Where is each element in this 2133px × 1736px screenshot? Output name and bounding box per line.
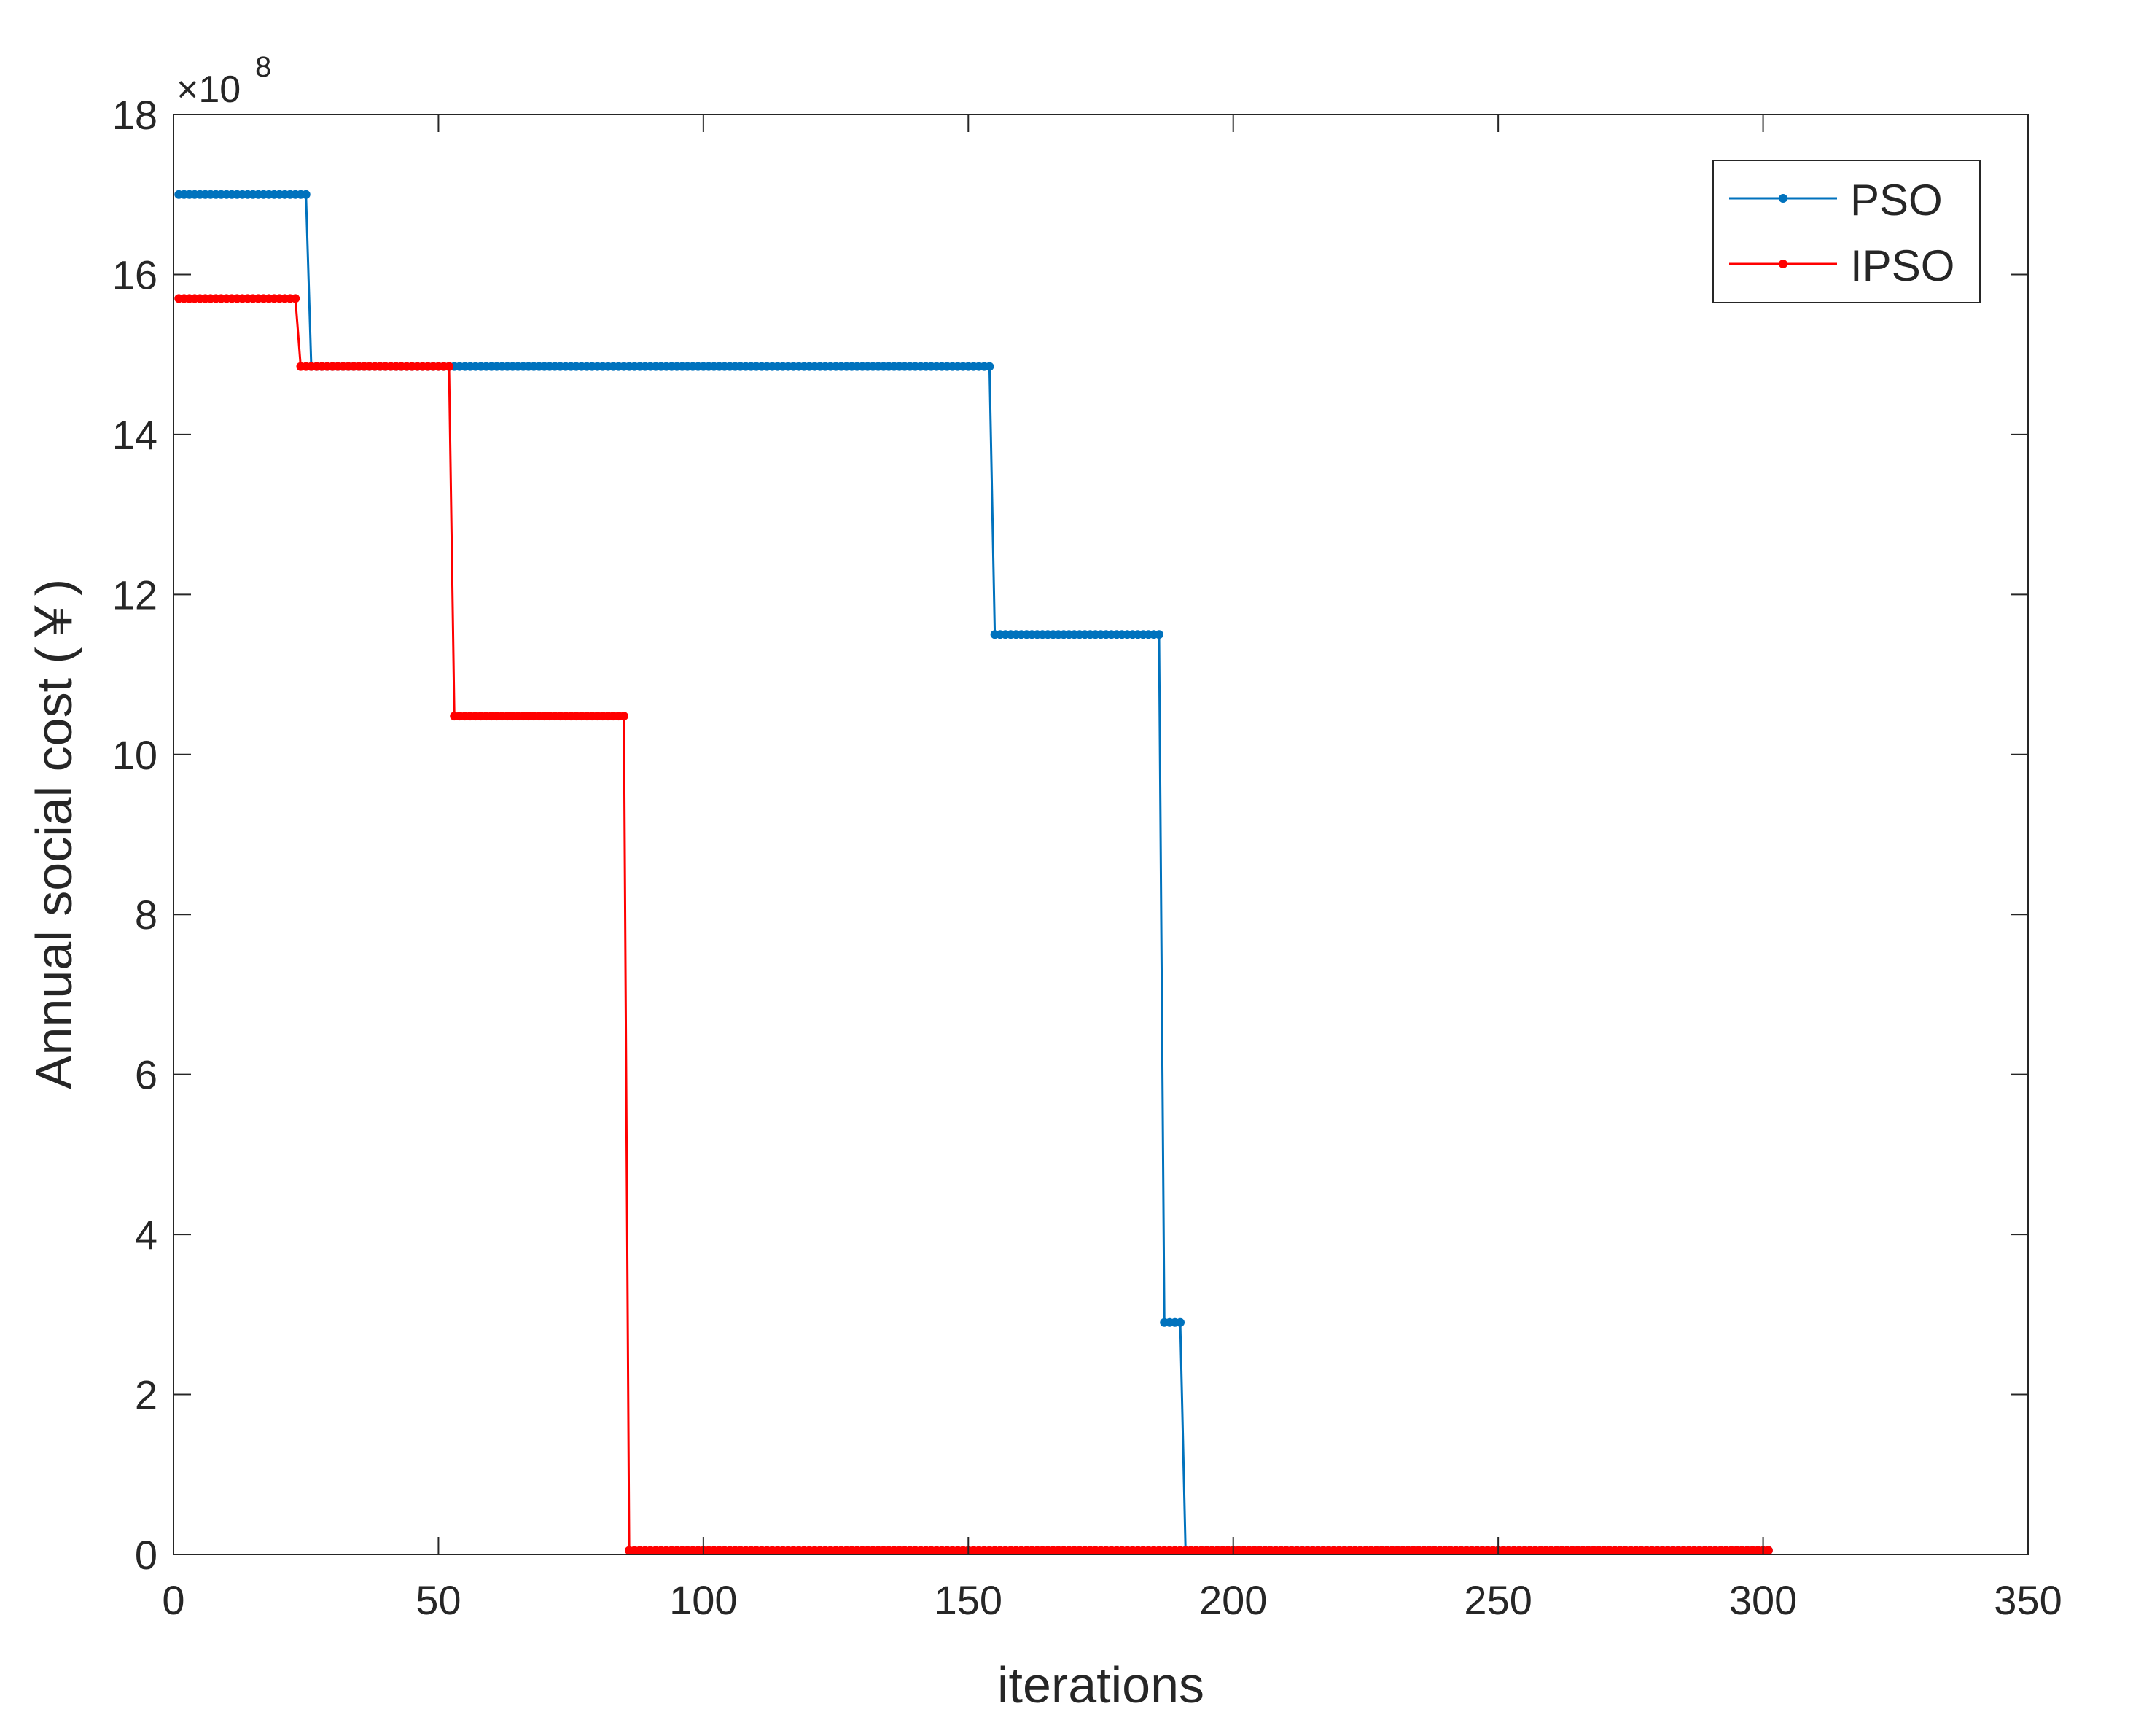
x-tick-label: 0 [162,1577,184,1623]
data-point-ipso [619,712,628,721]
y-tick-label: 10 [112,732,157,778]
x-axis-label: iterations [997,1657,1204,1713]
data-point-pso [301,190,311,199]
y-tick-label: 14 [112,412,157,458]
data-point-ipso [291,294,300,303]
y-exponent-base: ×10 [176,69,241,111]
series-ipso [174,294,1773,1555]
y-tick-label: 0 [135,1532,157,1578]
x-tick-label: 250 [1464,1577,1532,1623]
data-point-ipso [444,362,453,371]
x-tick-label: 50 [416,1577,461,1623]
plot-background [173,114,2028,1554]
legend-label-ipso: IPSO [1850,241,1954,290]
y-tick-label: 18 [112,92,157,138]
y-exponent-power: 8 [255,51,271,83]
y-tick-label: 12 [112,572,157,618]
plot-frame [173,114,2029,1555]
data-point-pso [1176,1317,1185,1327]
x-tick-label: 200 [1199,1577,1267,1623]
tick-layer: 0 50 100 150 200 250 300 350 0 2 4 6 8 10 12 14 16 18 [112,92,2062,1623]
legend-marker-ipso [1779,260,1787,268]
y-tick-label: 8 [135,892,157,938]
x-tick-label: 100 [669,1577,737,1623]
y-tick-label: 6 [135,1052,157,1098]
legend: PSO IPSO [1712,160,1981,303]
series-layer [174,190,1773,1555]
data-point-pso [1154,630,1163,639]
x-tick-label: 300 [1729,1577,1797,1623]
legend-box [1712,160,1981,303]
y-tick-label: 16 [112,252,157,297]
y-exponent: ×10 8 [176,51,271,111]
y-tick-label: 4 [135,1212,157,1258]
x-tick-label: 350 [1994,1577,2062,1623]
data-point-pso [985,362,994,371]
data-point-ipso [1763,1546,1773,1555]
y-axis-label: Annual social cost (￥) [26,579,82,1089]
legend-label-pso: PSO [1850,176,1943,225]
legend-marker-pso [1779,194,1787,203]
x-tick-label: 150 [935,1577,1002,1623]
y-tick-label: 2 [135,1372,157,1418]
